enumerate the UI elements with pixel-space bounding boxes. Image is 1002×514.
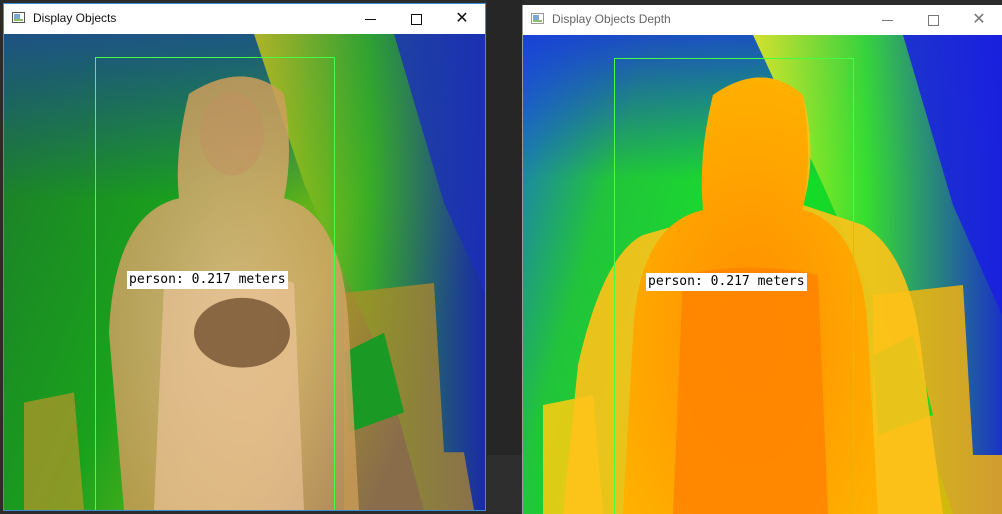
maximize-icon — [410, 13, 422, 25]
window-title: Display Objects Depth — [552, 12, 671, 26]
app-icon — [531, 13, 544, 24]
detection-bounding-box — [95, 57, 335, 510]
minimize-icon — [364, 18, 376, 20]
close-button[interactable]: ✕ — [956, 5, 1002, 35]
app-icon — [12, 12, 25, 23]
close-button[interactable]: ✕ — [439, 4, 485, 34]
window-display-objects[interactable]: Display Objects ✕ — [3, 3, 486, 511]
minimize-button[interactable] — [347, 4, 393, 34]
desktop-panel — [487, 455, 522, 512]
minimize-button[interactable] — [864, 5, 910, 35]
title-bar[interactable]: Display Objects ✕ — [4, 4, 485, 34]
detection-label: person: 0.217 meters — [646, 273, 807, 291]
close-icon: ✕ — [972, 11, 986, 28]
minimize-icon — [881, 19, 893, 21]
window-display-objects-depth[interactable]: Display Objects Depth ✕ — [522, 5, 1002, 514]
detection-bounding-box — [614, 58, 854, 514]
close-icon: ✕ — [455, 10, 469, 27]
title-bar[interactable]: Display Objects Depth ✕ — [523, 5, 1002, 35]
maximize-button[interactable] — [910, 5, 956, 35]
maximize-button[interactable] — [393, 4, 439, 34]
video-frame: person: 0.217 meters — [4, 34, 485, 510]
detection-label: person: 0.217 meters — [127, 271, 288, 289]
depth-frame: person: 0.217 meters — [523, 35, 1002, 514]
desktop-background — [487, 0, 522, 512]
maximize-icon — [927, 14, 939, 26]
window-title: Display Objects — [33, 11, 117, 25]
